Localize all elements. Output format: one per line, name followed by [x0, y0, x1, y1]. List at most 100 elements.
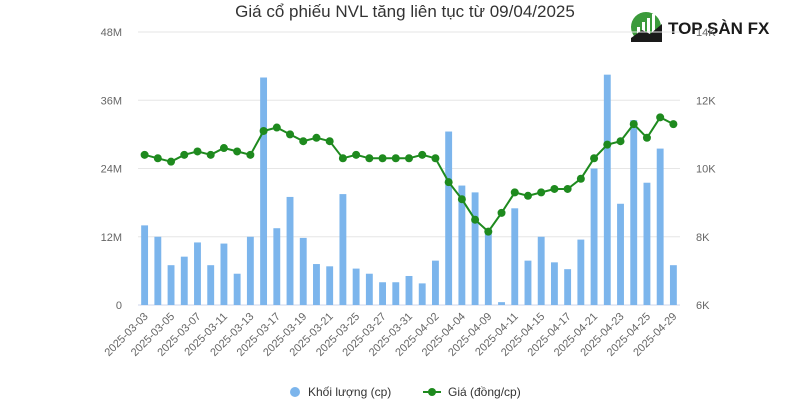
price-point[interactable] [378, 154, 387, 163]
price-point[interactable] [418, 150, 427, 159]
volume-bar[interactable] [669, 265, 677, 305]
price-point[interactable] [616, 137, 625, 146]
bull-chart-logo-icon [631, 12, 662, 42]
volume-bar[interactable] [180, 256, 188, 305]
volume-bar[interactable] [537, 236, 545, 305]
volume-bar[interactable] [458, 185, 466, 305]
y-left-tick-label: 0 [116, 300, 122, 312]
price-point[interactable] [603, 140, 612, 149]
logo-text: TOP SÀN FX [668, 19, 770, 38]
price-point[interactable] [338, 154, 347, 163]
price-point[interactable] [523, 191, 532, 200]
volume-bar[interactable] [630, 120, 638, 305]
volume-bar[interactable] [577, 239, 585, 305]
price-point[interactable] [537, 188, 546, 197]
price-point[interactable] [206, 150, 215, 159]
price-point[interactable] [642, 133, 651, 142]
price-point[interactable] [471, 215, 480, 224]
volume-bar[interactable] [326, 266, 334, 305]
volume-bar[interactable] [550, 262, 558, 305]
volume-bar[interactable] [365, 273, 373, 305]
volume-bar[interactable] [220, 243, 228, 305]
price-point[interactable] [405, 154, 413, 163]
price-point[interactable] [286, 130, 295, 139]
volume-bar[interactable] [194, 242, 201, 305]
price-point[interactable] [272, 123, 281, 132]
volume-bar[interactable] [392, 282, 400, 305]
price-point[interactable] [497, 208, 506, 217]
price-point[interactable] [167, 157, 176, 166]
volume-bar[interactable] [273, 228, 281, 305]
price-point[interactable] [193, 147, 202, 156]
y-right-tick-label: 12K [696, 95, 716, 107]
volume-bar[interactable] [299, 237, 307, 305]
volume-bar[interactable] [141, 225, 149, 305]
volume-bar[interactable] [590, 168, 598, 306]
price-point[interactable] [140, 150, 149, 159]
price-point[interactable] [391, 154, 400, 163]
volume-bar[interactable] [405, 275, 413, 305]
price-point[interactable] [219, 144, 228, 153]
price-point[interactable] [510, 188, 519, 197]
right-axis-ticks: 6K 8K 10K 12K 14K [696, 27, 716, 312]
volume-bar[interactable] [246, 236, 254, 305]
price-point[interactable] [299, 137, 308, 146]
legend-item-price[interactable]: Giá (đồng/cp) [423, 385, 521, 399]
price-point[interactable] [669, 120, 678, 129]
volume-bar[interactable] [260, 77, 268, 306]
volume-bar[interactable] [432, 260, 439, 305]
volume-bar[interactable] [233, 273, 241, 305]
left-axis-ticks: 0 12M 24M 36M 48M [101, 27, 122, 312]
volume-bar[interactable] [498, 302, 505, 305]
legend[interactable]: Khối lượng (cp) Giá (đồng/cp) [290, 385, 521, 399]
y-left-tick-label: 48M [101, 27, 122, 39]
price-point[interactable] [563, 184, 572, 193]
price-point[interactable] [431, 154, 440, 163]
volume-bar[interactable] [643, 182, 651, 305]
volume-bar[interactable] [603, 74, 611, 305]
logo: TOP SÀN FX [631, 12, 770, 42]
price-point[interactable] [259, 126, 268, 135]
volume-bar[interactable] [313, 264, 320, 305]
volume-bar[interactable] [484, 231, 492, 305]
y-left-tick-label: 24M [101, 164, 122, 176]
volume-bar[interactable] [617, 203, 624, 305]
volume-bar[interactable] [471, 192, 479, 305]
price-point[interactable] [325, 137, 334, 146]
grid [138, 31, 680, 306]
price-point[interactable] [590, 154, 599, 163]
price-point[interactable] [656, 113, 665, 122]
legend-item-volume[interactable]: Khối lượng (cp) [290, 385, 391, 399]
price-point[interactable] [233, 147, 242, 156]
volume-bar[interactable] [352, 268, 360, 305]
price-point[interactable] [457, 195, 466, 204]
price-point[interactable] [312, 133, 321, 142]
price-point[interactable] [180, 150, 189, 159]
legend-label-volume: Khối lượng (cp) [308, 385, 391, 399]
price-point[interactable] [629, 120, 638, 129]
volume-bar[interactable] [286, 196, 294, 305]
price-point[interactable] [576, 174, 585, 183]
volume-bar[interactable] [418, 283, 426, 305]
price-point[interactable] [484, 227, 493, 236]
volume-bar[interactable] [445, 131, 453, 305]
volume-bar[interactable] [339, 194, 347, 305]
volume-bar[interactable] [379, 282, 386, 305]
y-right-tick-label: 8K [696, 232, 710, 244]
volume-bar[interactable] [524, 260, 532, 305]
y-right-tick-label: 6K [696, 300, 710, 312]
price-line [140, 113, 678, 236]
volume-bar[interactable] [511, 208, 519, 305]
price-point[interactable] [153, 154, 162, 163]
volume-bar[interactable] [564, 269, 572, 305]
price-point[interactable] [352, 150, 361, 159]
price-point[interactable] [550, 184, 559, 193]
volume-bar[interactable] [167, 265, 175, 305]
price-point[interactable] [444, 178, 453, 187]
price-point[interactable] [365, 154, 374, 163]
volume-bar[interactable] [656, 148, 664, 305]
volume-bar[interactable] [154, 236, 162, 305]
volume-bar[interactable] [207, 265, 215, 305]
price-point[interactable] [246, 150, 255, 159]
